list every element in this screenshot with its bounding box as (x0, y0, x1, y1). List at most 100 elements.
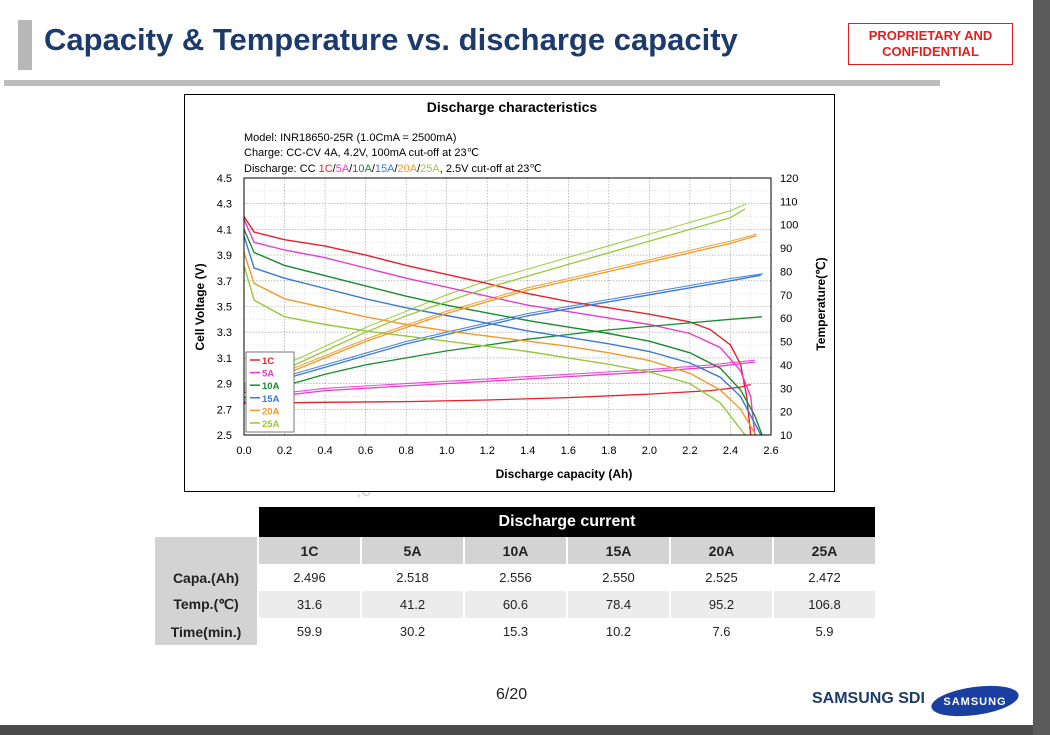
x-axis-label: Discharge capacity (Ah) (496, 467, 633, 481)
table-header-row: Discharge current (155, 507, 877, 537)
discharge-note-current: 15A (375, 163, 395, 175)
temperature-band-line (243, 359, 755, 401)
y-tick-label: 3.3 (217, 327, 232, 339)
y2-tick-label: 80 (780, 266, 792, 278)
column-header: 15A (567, 537, 671, 564)
y2-axis-label: Temperature(℃) (814, 257, 828, 350)
table-row: Temp.(℃) 31.6 41.2 60.6 78.4 95.2 106.8 (155, 591, 877, 618)
discharge-note-suffix: , 2.5V cut-off at 23℃ (440, 163, 542, 175)
discharge-chart: Discharge characteristics Model: INR1865… (184, 94, 835, 492)
temperature-band-line (243, 273, 763, 392)
discharge-note-current: / (333, 163, 337, 175)
chart-note-model: Model: INR18650-25R (1.0CmA = 2500mA) (244, 132, 456, 144)
table-cell: 2.550 (567, 564, 671, 591)
y-tick-label: 4.5 (217, 173, 232, 185)
table-cell: 5.9 (773, 618, 877, 645)
legend-label: 10A (262, 381, 280, 392)
x-tick-label: 2.2 (682, 445, 697, 457)
x-tick-label: 0.0 (236, 445, 251, 457)
discharge-note-current: / (349, 163, 353, 175)
title-accent-bar (18, 20, 32, 70)
y-tick-label: 2.9 (217, 379, 232, 391)
legend-label: 25A (262, 419, 280, 430)
column-header-empty (155, 537, 259, 564)
y2-tick-label: 50 (780, 337, 792, 349)
table-cell: 59.9 (258, 618, 362, 645)
discharge-note-current: / (417, 163, 421, 175)
y2-tick-label: 100 (780, 220, 798, 232)
x-tick-label: 1.8 (601, 445, 616, 457)
legend-box (245, 351, 295, 433)
voltage-line-5A (243, 218, 756, 436)
y-axis-label: Cell Voltage (V) (193, 263, 207, 350)
y-tick-label: 3.5 (217, 302, 232, 314)
chart-note-discharge: Discharge: CC 1C/5A/10A/15A/20A/25A, 2.5… (244, 163, 542, 175)
discharge-note-current: / (372, 163, 376, 175)
logo-text: SAMSUNG (943, 696, 1006, 708)
slide-page: Capacity & Temperature vs. discharge cap… (0, 0, 1033, 725)
x-tick-label: 0.6 (358, 445, 373, 457)
footer-brand: SAMSUNG SDI (812, 690, 925, 707)
page-title: Capacity & Temperature vs. discharge cap… (44, 22, 738, 57)
table-cell: 15.3 (464, 618, 568, 645)
discharge-note-current: 20A (398, 163, 418, 175)
discharge-table: Discharge current 1C 5A 10A 15A 20A 25A … (155, 507, 877, 645)
table-cell: 10.2 (567, 618, 671, 645)
temperature-line-1C (243, 383, 751, 405)
voltage-line-15A (243, 235, 762, 436)
legend-label: 20A (262, 406, 280, 417)
table-columns-row: 1C 5A 10A 15A 20A 25A (155, 537, 877, 564)
x-tick-label: 1.2 (480, 445, 495, 457)
temperature-band-line (243, 203, 747, 387)
legend-label: 1C (262, 356, 274, 367)
y-tick-label: 3.1 (217, 353, 232, 365)
discharge-note-prefix: Discharge: CC (244, 163, 319, 175)
row-label: Temp.(℃) (155, 591, 259, 618)
y2-tick-label: 120 (780, 173, 798, 185)
y2-tick-label: 10 (780, 430, 792, 442)
plot-area-frame (243, 177, 772, 436)
column-header: 1C (258, 537, 362, 564)
samsung-logo: SAMSUNG (931, 685, 1019, 717)
table-row: Capa.(Ah) 2.496 2.518 2.556 2.550 2.525 … (155, 564, 877, 591)
column-header: 10A (464, 537, 568, 564)
discharge-note-current: 10A (352, 163, 372, 175)
table-cell: 2.472 (773, 564, 877, 591)
x-tick-label: 1.6 (561, 445, 576, 457)
y-tick-label: 4.1 (217, 224, 232, 236)
table-cell: 41.2 (361, 591, 465, 618)
confidential-stamp: PROPRIETARY AND CONFIDENTIAL (848, 23, 1013, 65)
voltage-line-10A (243, 229, 763, 436)
y2-tick-label: 90 (780, 243, 792, 255)
table-row: Time(min.) 59.9 30.2 15.3 10.2 7.6 5.9 (155, 618, 877, 645)
table-cell: 2.496 (258, 564, 362, 591)
y2-tick-label: 30 (780, 383, 792, 395)
table-cell: 106.8 (773, 591, 877, 618)
temperature-line-10A (243, 316, 763, 399)
table-cell: 31.6 (258, 591, 362, 618)
y2-tick-label: 60 (780, 313, 792, 325)
chart-note-charge: Charge: CC-CV 4A, 4.2V, 100mA cut-off at… (244, 147, 479, 159)
y-tick-label: 2.5 (217, 430, 232, 442)
title-divider (4, 80, 940, 86)
window-edge (1033, 0, 1050, 735)
voltage-line-1C (243, 216, 752, 436)
voltage-line-25A (243, 265, 746, 436)
temperature-line-25A (243, 208, 746, 389)
row-label: Time(min.) (155, 618, 259, 645)
discharge-note-current: 1C (319, 163, 333, 175)
x-axis-ticks: 0.0 0.2 0.4 0.6 0.8 1.0 1.2 1.4 1.6 1.8 2.0 2.2 2.4 2… (236, 445, 778, 457)
table-cell: 2.518 (361, 564, 465, 591)
table-cell: 2.525 (670, 564, 774, 591)
y2-axis-ticks: 10 20 30 40 50 60 70 80 90 100 110 120 (780, 173, 798, 442)
legend-label: 15A (262, 394, 280, 405)
table-cell: 30.2 (361, 618, 465, 645)
temperature-line-15A (243, 274, 762, 394)
temperature-line-20A (243, 235, 756, 392)
table-cell: 7.6 (670, 618, 774, 645)
y2-tick-label: 110 (780, 196, 798, 208)
y-tick-label: 2.7 (217, 404, 232, 416)
page-number: 6/20 (496, 686, 528, 703)
temperature-line-5A (243, 361, 755, 403)
